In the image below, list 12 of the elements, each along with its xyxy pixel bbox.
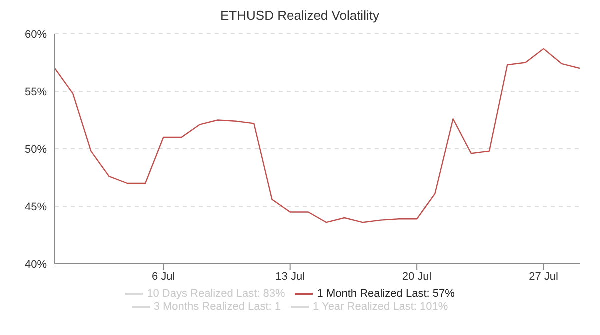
x-tick-label: 6 Jul — [152, 270, 176, 283]
line-series — [55, 48, 580, 224]
x-tick-label: 13 Jul — [276, 270, 306, 283]
x-tick-label: 20 Jul — [402, 270, 432, 283]
y-tick-label: 40% — [24, 258, 48, 271]
x-tick-label: 27 Jul — [529, 270, 558, 283]
y-tick-label: 60% — [24, 28, 48, 41]
legend-label: 1 Month Realized Last: 57% — [317, 288, 455, 300]
y-tick-label: 55% — [24, 86, 48, 98]
y-tick-label: 45% — [24, 201, 48, 214]
chart-title: ETHUSD Realized Volatility — [220, 8, 380, 25]
y-tick-label: 50% — [24, 144, 48, 156]
